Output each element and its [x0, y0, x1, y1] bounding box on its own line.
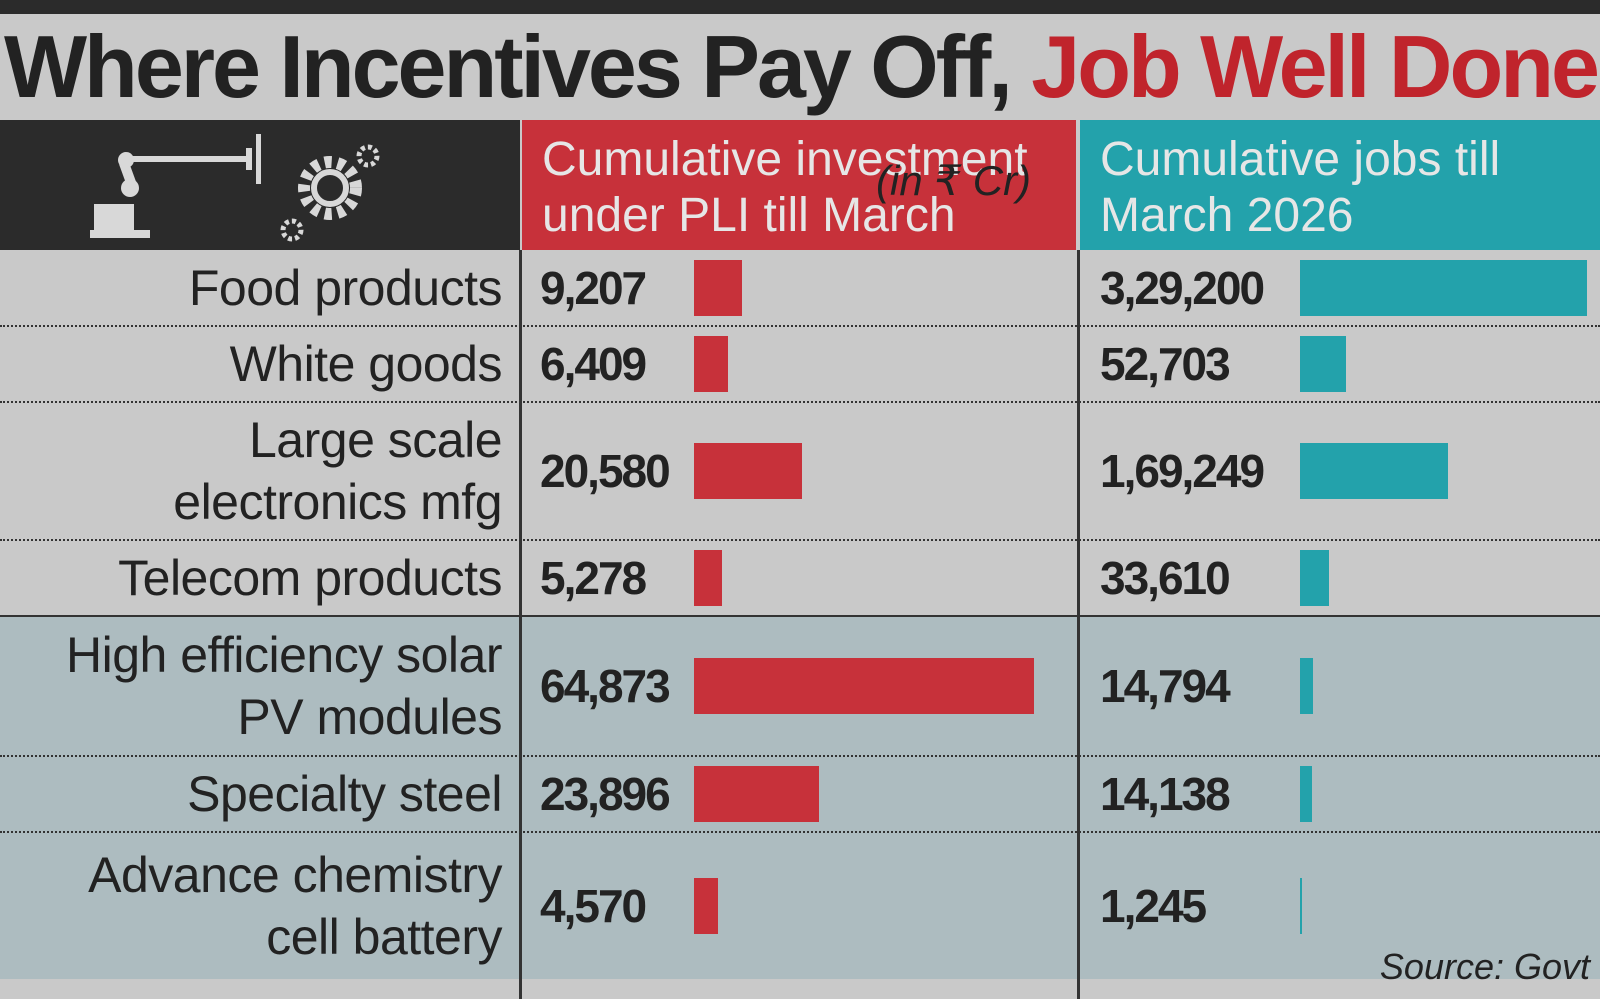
jobs-bar — [1300, 443, 1448, 499]
top-rule — [0, 0, 1600, 14]
jobs-header-label: Cumulative jobs till March 2026 — [1100, 133, 1501, 242]
header-icon-cell — [0, 120, 520, 250]
row-divider — [0, 325, 1600, 327]
row-label: Telecom products — [118, 550, 502, 606]
table-row: White goods 6,409 52,703 — [0, 326, 1600, 402]
table-row: Large scale electronics mfg 20,580 1,69,24… — [0, 402, 1600, 540]
data-table: Cumulative investment under PLI till Mar… — [0, 120, 1600, 999]
investment-value: 20,580 — [540, 445, 671, 497]
column-divider — [519, 250, 522, 999]
investment-bar — [694, 443, 802, 499]
jobs-value: 33,610 — [1100, 552, 1231, 604]
source-note: Source: Govt — [1379, 946, 1590, 987]
row-divider — [0, 755, 1600, 757]
header-jobs: Cumulative jobs till March 2026 — [1080, 120, 1600, 250]
investment-bar — [694, 877, 718, 934]
jobs-value: 3,29,200 — [1100, 262, 1265, 314]
table-row: Food products 9,207 3,29,200 — [0, 250, 1600, 326]
investment-value: 23,896 — [540, 768, 671, 820]
jobs-bar — [1300, 658, 1313, 714]
factory-robot-arm-gears-icon — [90, 134, 380, 242]
title-main: Where Incentives Pay Off, — [4, 17, 1032, 116]
jobs-bar — [1300, 877, 1302, 934]
investment-bar — [694, 336, 728, 392]
row-label: Food products — [188, 260, 503, 316]
row-label: Large scale electronics mfg — [173, 412, 502, 530]
jobs-bar — [1300, 550, 1330, 606]
jobs-value: 52,703 — [1100, 338, 1231, 390]
investment-bar — [694, 260, 743, 316]
jobs-bar — [1300, 336, 1346, 392]
row-label: White goods — [229, 336, 503, 392]
page-title: Where Incentives Pay Off, Job Well Done — [4, 14, 1600, 120]
jobs-value: 1,245 — [1100, 879, 1207, 932]
column-divider — [1077, 250, 1080, 999]
jobs-value: 1,69,249 — [1100, 445, 1265, 497]
table-row: High efficiency solar PV modules 64,873 14… — [0, 616, 1600, 756]
row-divider — [0, 401, 1600, 403]
table-row: Telecom products 5,278 33,610 — [0, 540, 1600, 616]
investment-bar — [694, 766, 820, 822]
group-divider — [0, 615, 1600, 617]
row-label: Specialty steel — [187, 766, 502, 822]
investment-bar — [694, 658, 1034, 714]
jobs-bar — [1300, 766, 1313, 822]
row-label: High efficiency solar PV modules — [65, 627, 503, 745]
row-label: Advance chemistry cell battery — [88, 846, 502, 965]
investment-bar — [694, 550, 722, 606]
jobs-value: 14,138 — [1100, 768, 1231, 820]
row-divider — [0, 831, 1600, 833]
row-divider — [0, 539, 1600, 541]
investment-value: 64,873 — [540, 660, 671, 712]
header-investment: Cumulative investment under PLI till Mar… — [522, 120, 1076, 298]
investment-value: 9,207 — [540, 262, 647, 314]
investment-value: 6,409 — [540, 338, 647, 390]
investment-value: 4,570 — [540, 879, 647, 932]
investment-value: 5,278 — [540, 552, 647, 604]
table-row: Specialty steel 23,896 14,138 — [0, 756, 1600, 832]
table-row: Advance chemistry cell battery 4,570 1,245 — [0, 832, 1600, 979]
jobs-bar — [1300, 260, 1587, 316]
jobs-value: 14,794 — [1100, 660, 1231, 712]
title-accent: Job Well Done — [1031, 17, 1600, 116]
unit-label: (in ₹ Cr) — [876, 157, 1032, 204]
